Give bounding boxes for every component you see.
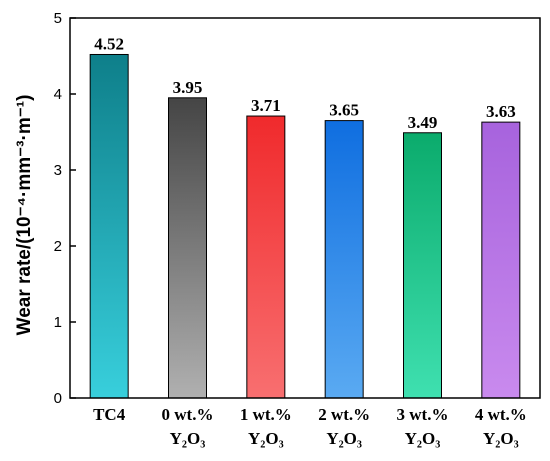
- plot-frame: [69, 17, 541, 399]
- y-tick-label-4: 4: [54, 86, 62, 103]
- data-label-4: 3.49: [408, 113, 438, 132]
- bar-5: [481, 121, 521, 399]
- y-tick-label-3: 3: [54, 162, 62, 179]
- x-tick-label-3: 2 wt.%: [318, 405, 370, 424]
- data-label-0: 4.52: [94, 34, 124, 53]
- x-tick-label-1: 0 wt.%: [162, 405, 214, 424]
- x-tick-label-0: TC4: [93, 405, 126, 424]
- y-tick-label-1: 1: [54, 314, 62, 331]
- data-label-5: 3.63: [486, 102, 516, 121]
- x-tick-label-2-line2: Y₂O₃: [248, 429, 284, 448]
- y-tick-label-2: 2: [54, 238, 62, 255]
- bar-0: [89, 53, 129, 399]
- x-tick-label-5: 4 wt.%: [475, 405, 527, 424]
- y-tick-label-0: 0: [54, 390, 62, 407]
- bar-3: [324, 120, 364, 399]
- x-tick-label-2: 1 wt.%: [240, 405, 292, 424]
- data-label-2: 3.71: [251, 96, 281, 115]
- x-tick-label-5-line2: Y₂O₃: [483, 429, 519, 448]
- bar-1: [168, 97, 207, 399]
- x-tick-label-1-line2: Y₂O₃: [170, 429, 206, 448]
- data-label-3: 3.65: [329, 101, 359, 120]
- x-tick-label-4-line2: Y₂O₃: [405, 429, 441, 448]
- bar-4: [403, 132, 442, 399]
- x-tick-label-4: 3 wt.%: [397, 405, 449, 424]
- x-tick-label-3-line2: Y₂O₃: [326, 429, 362, 448]
- y-tick-label-5: 5: [54, 10, 62, 27]
- bar-2: [246, 115, 286, 399]
- data-label-1: 3.95: [173, 78, 203, 97]
- y-axis-title: Wear rate/(10⁻⁴·mm⁻³·m⁻¹): [14, 95, 35, 336]
